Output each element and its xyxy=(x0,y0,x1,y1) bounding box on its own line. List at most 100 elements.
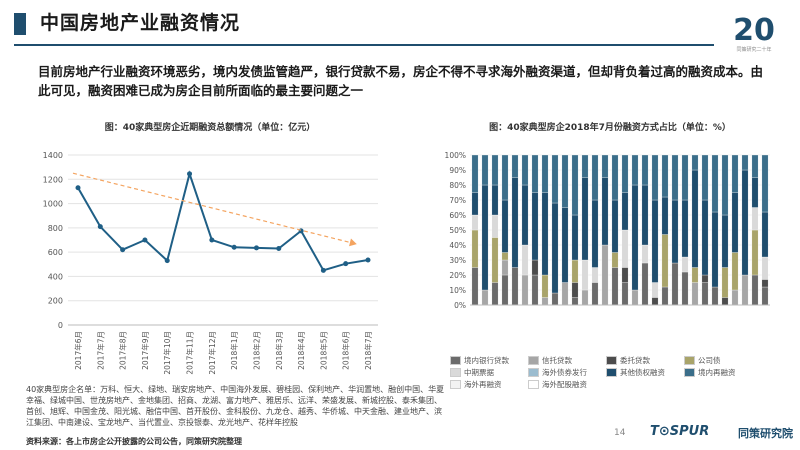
bar-segment xyxy=(601,154,609,178)
bar-segment xyxy=(621,192,629,231)
logo-caption: 同策研究二十年 xyxy=(736,46,771,53)
legend-swatch xyxy=(450,356,461,365)
bar-segment xyxy=(671,199,679,264)
bar-segment xyxy=(651,199,659,283)
bar-segment xyxy=(471,229,479,268)
bar-segment xyxy=(571,214,579,261)
bar-segment xyxy=(731,154,739,193)
bar-segment xyxy=(691,282,699,306)
legend-label: 海外配股融资 xyxy=(542,380,587,389)
legend-item: 信托贷款 xyxy=(528,355,572,366)
bar-segment xyxy=(751,154,759,178)
line-data-point xyxy=(164,258,170,264)
header-divider xyxy=(14,44,714,46)
bar-segment xyxy=(581,259,589,291)
line-chart-title: 图：40家典型房企近期融资总额情况（单位：亿元） xyxy=(104,123,316,133)
bar-segment xyxy=(621,267,629,283)
bar-segment xyxy=(531,154,539,193)
bar-segment xyxy=(481,154,489,186)
line-y-tick-label: 0 xyxy=(58,321,63,330)
line-x-tick-label: 2018年3月 xyxy=(274,331,284,370)
legend-swatch xyxy=(528,368,539,377)
bar-segment xyxy=(551,292,559,306)
bar-segment xyxy=(751,207,759,231)
bar-segment xyxy=(691,267,699,283)
bar-segment xyxy=(551,202,559,294)
bar-segment xyxy=(511,177,519,268)
legend-item: 境内银行贷款 xyxy=(450,355,509,366)
bar-segment xyxy=(591,154,599,201)
legend-item: 境内再融资 xyxy=(684,367,736,378)
bar-segment xyxy=(641,184,649,246)
bar-segment xyxy=(691,154,699,171)
bar-segment xyxy=(751,177,759,208)
bar-segment xyxy=(721,214,729,268)
bar-segment xyxy=(561,154,569,208)
bar-segment xyxy=(601,244,609,306)
bar-segment xyxy=(541,154,549,193)
bar-segment xyxy=(641,244,649,264)
line-data-point xyxy=(298,228,304,234)
bar-segment xyxy=(731,289,739,306)
line-x-tick-label: 2018年4月 xyxy=(296,331,306,370)
bar-segment xyxy=(561,282,569,306)
bar-segment xyxy=(711,286,719,306)
bar-segment xyxy=(501,199,509,253)
bar-segment xyxy=(671,262,679,306)
bar-segment xyxy=(551,154,559,204)
bar-segment xyxy=(681,256,689,273)
bar-segment xyxy=(521,154,529,186)
bar-segment xyxy=(541,297,549,306)
bar-segment xyxy=(761,256,769,280)
bar-segment xyxy=(491,214,499,238)
bar-y-tick-label: 100% xyxy=(445,151,466,160)
line-x-tick-label: 2017年11月 xyxy=(185,331,195,375)
financing-total-line-chart: 0 200 400 600 800 1000 1200 1400 2017年6月 2017年7月 2… xyxy=(43,151,378,375)
bar-segment xyxy=(481,289,489,306)
line-data-point xyxy=(75,185,81,191)
bar-segment xyxy=(681,199,689,258)
bar-y-tick-label: 50% xyxy=(449,226,466,235)
data-source: 资料来源：各上市房企公开披露的公司公告，同策研究院整理 xyxy=(26,437,242,446)
bar-segment xyxy=(531,274,539,306)
line-x-tick-label: 2017年10月 xyxy=(162,331,172,375)
bar-segment xyxy=(621,282,629,306)
legend-label: 委托贷款 xyxy=(620,356,650,365)
legend-item: 海外配股融资 xyxy=(528,379,587,390)
bar-segment xyxy=(761,286,769,306)
bar-segment xyxy=(541,192,549,276)
legend-item: 海外债券发行 xyxy=(528,367,587,378)
line-x-tick-label: 2017年12月 xyxy=(207,331,217,375)
bar-segment xyxy=(571,297,579,306)
legend-swatch xyxy=(450,368,461,377)
line-data-point xyxy=(365,257,371,263)
bar-segment xyxy=(631,154,639,186)
bar-segment xyxy=(751,229,759,276)
legend-label: 境内再融资 xyxy=(698,368,736,377)
bar-segment xyxy=(711,211,719,288)
bar-segment xyxy=(651,282,659,298)
bar-segment xyxy=(501,259,509,276)
bar-segment xyxy=(531,192,539,261)
line-x-tick-label: 2017年6月 xyxy=(73,331,83,370)
bar-segment xyxy=(581,177,589,261)
bar-y-tick-label: 0% xyxy=(454,301,466,310)
line-x-tick-label: 2017年7月 xyxy=(95,331,105,370)
legend-swatch xyxy=(684,368,695,377)
bar-segment xyxy=(741,169,749,276)
bar-segment xyxy=(651,297,659,306)
line-x-tick-label: 2018年7月 xyxy=(363,331,373,370)
bar-segment xyxy=(471,267,479,306)
brand-logo: T⊙SPUR xyxy=(650,424,710,439)
anniversary-logo: 20 同策研究二十年 xyxy=(733,13,775,53)
line-y-tick-label: 600 xyxy=(48,248,63,257)
line-data-point xyxy=(320,267,326,273)
legend-swatch xyxy=(528,380,539,389)
legend-swatch xyxy=(606,368,617,377)
bar-segment xyxy=(501,252,509,261)
legend-swatch xyxy=(606,356,617,365)
bar-segment xyxy=(541,274,549,298)
bar-segment xyxy=(761,211,769,258)
line-data-point xyxy=(343,261,349,267)
bar-segment xyxy=(681,271,689,306)
